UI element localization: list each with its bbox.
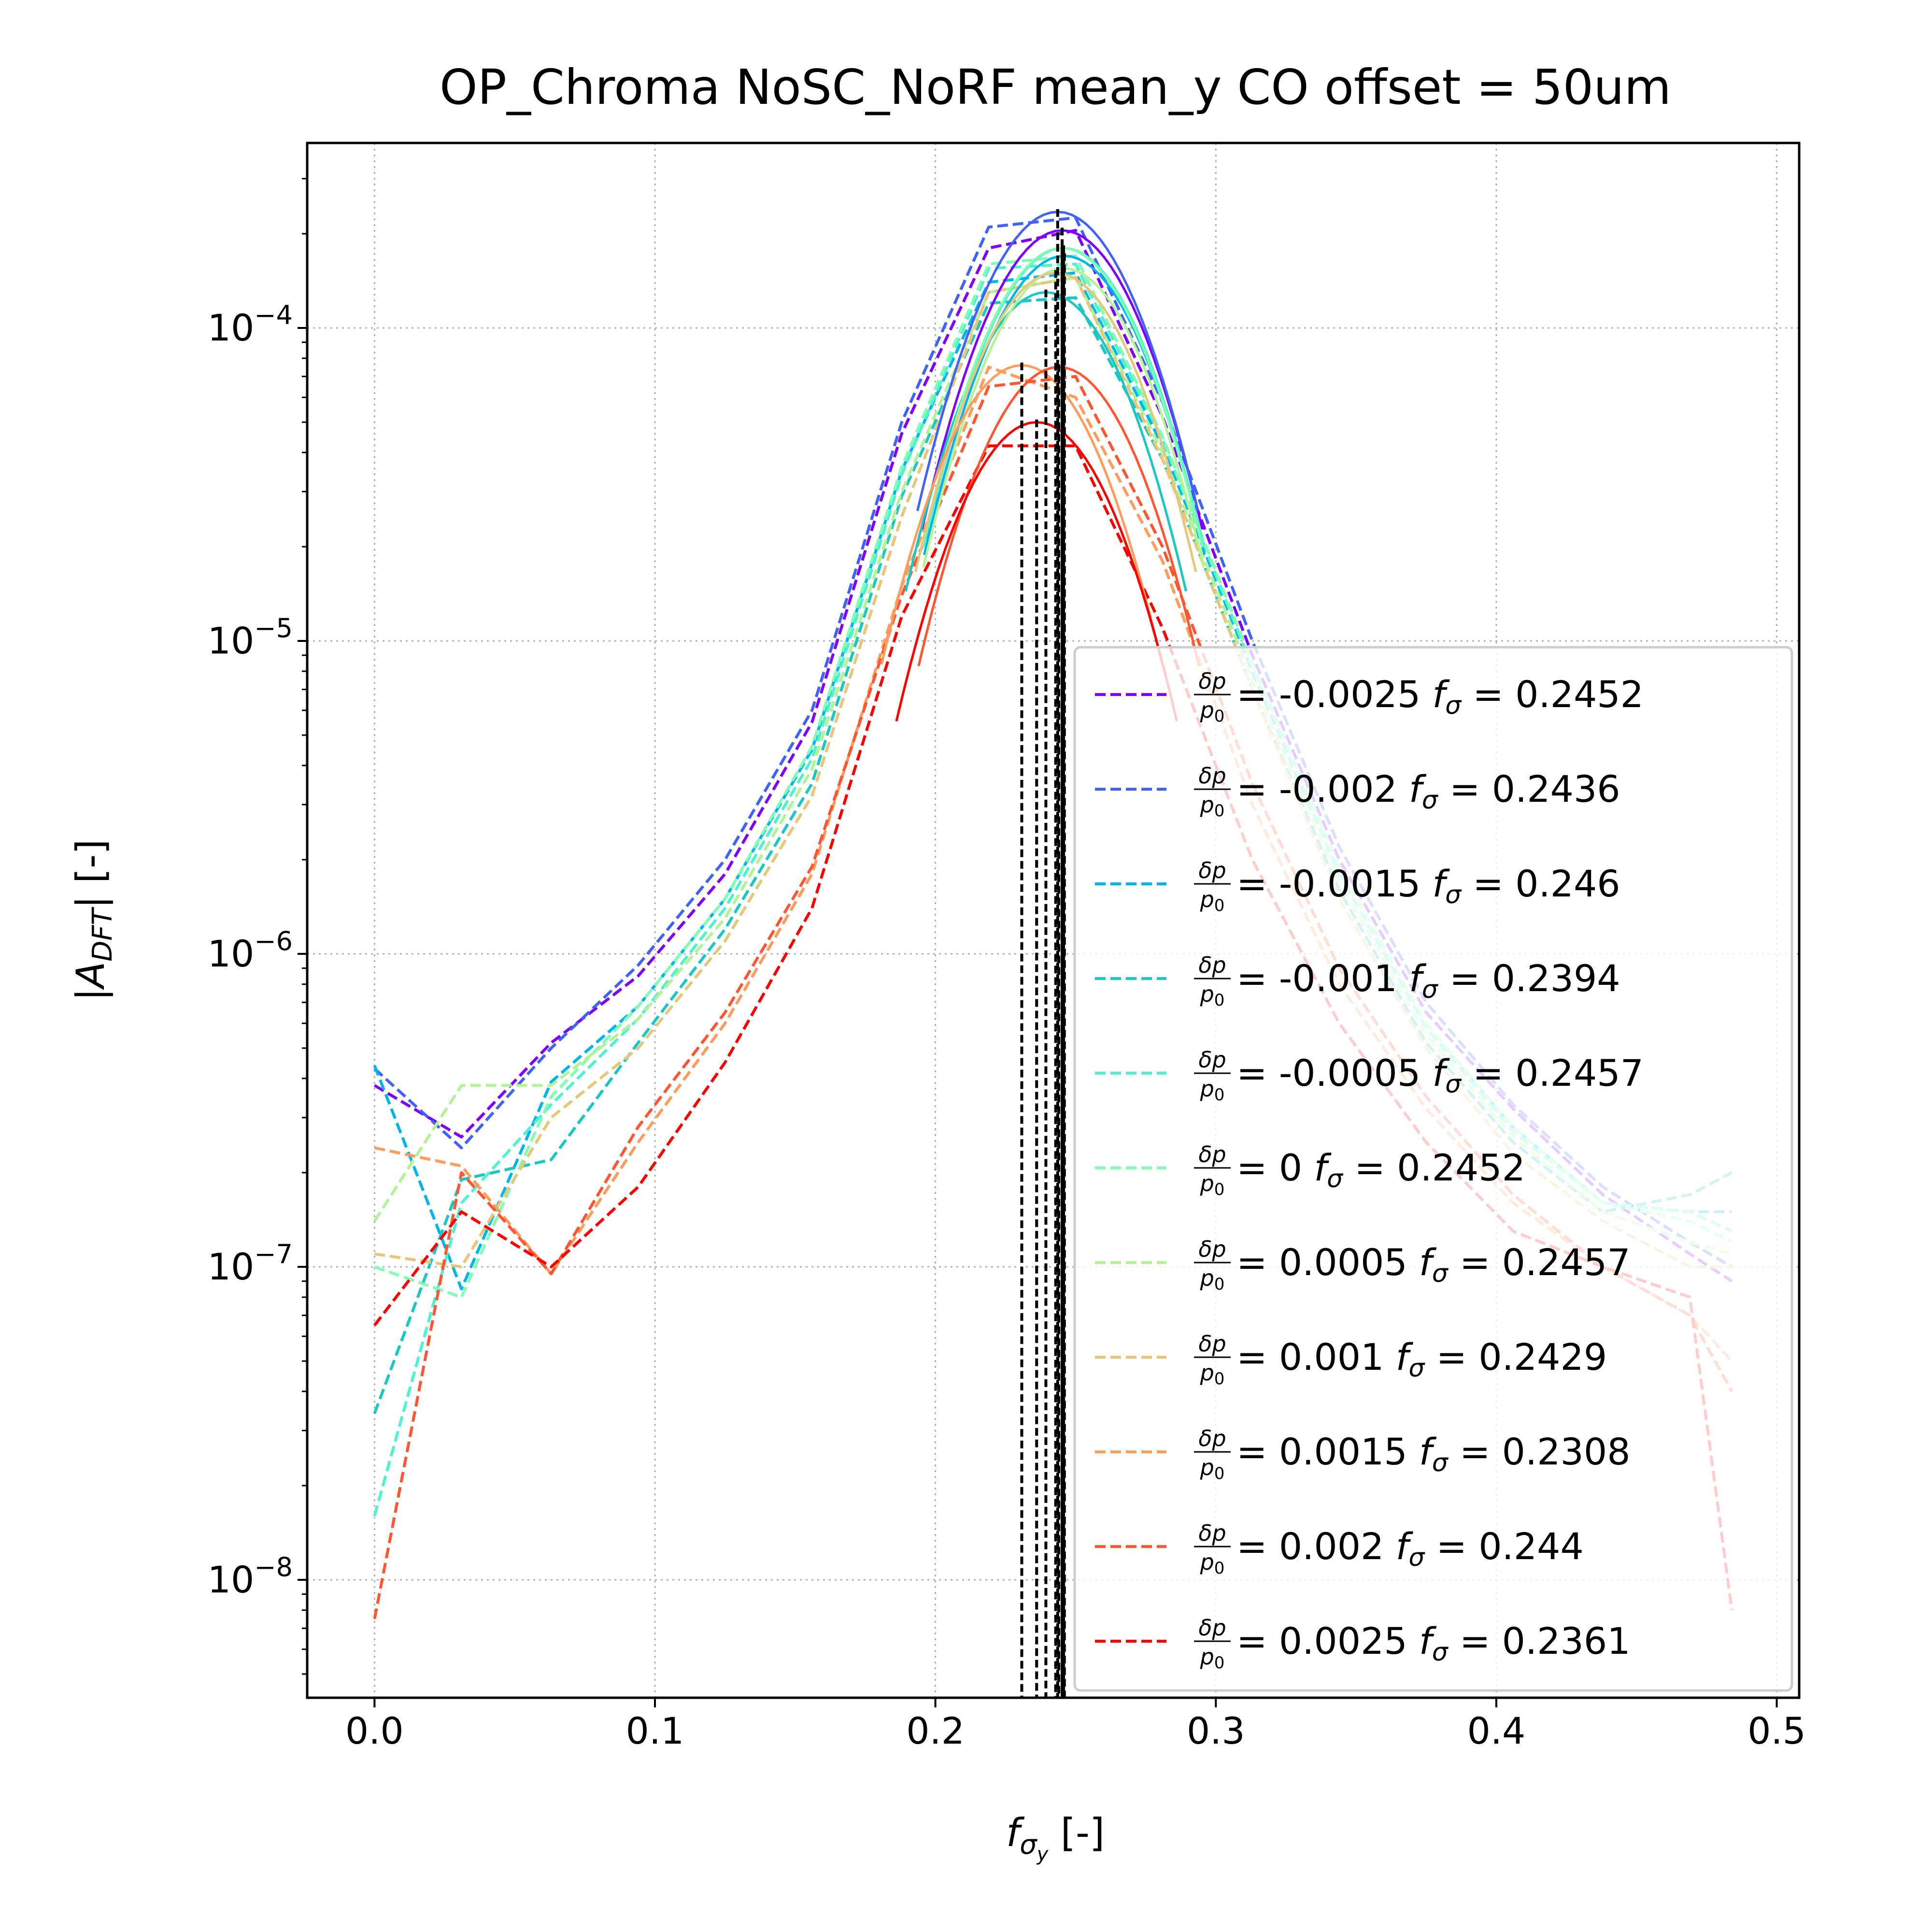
x-tick-label: 0.0 <box>345 1709 404 1752</box>
y-tick-label: 10−6 <box>208 926 293 975</box>
legend-entry-label: = 0 fσ = 0.2452 <box>1236 1146 1525 1193</box>
legend-frac-den: p0 <box>1200 792 1225 821</box>
legend-entry-label: = -0.0005 fσ = 0.2457 <box>1236 1051 1644 1099</box>
legend-frac-num: δp <box>1198 668 1226 694</box>
x-tick-label: 0.1 <box>626 1709 684 1752</box>
series-line <box>373 296 1733 1414</box>
legend-frac-num: δp <box>1198 1615 1226 1641</box>
legend-frac-num: δp <box>1198 763 1226 789</box>
legend-entry-label: = 0.0005 fσ = 0.2457 <box>1236 1241 1631 1288</box>
legend-frac-num: δp <box>1198 1236 1226 1262</box>
x-axis-label: fσy [-] <box>1006 1810 1105 1865</box>
x-axis-ticks: 0.0 0.1 0.2 0.3 0.4 0.5 <box>345 1698 1806 1752</box>
legend-frac-num: δp <box>1198 952 1226 978</box>
x-axis-label-unit: [-] <box>1048 1810 1105 1855</box>
y-tick-label: 10−8 <box>208 1552 293 1601</box>
y-tick-label: 10−4 <box>208 300 293 349</box>
y-tick-label: 10−7 <box>208 1239 293 1288</box>
legend-entry-label: = 0.001 fσ = 0.2429 <box>1236 1335 1607 1383</box>
legend-box <box>1073 646 1793 1692</box>
x-tick-label: 0.5 <box>1747 1709 1806 1752</box>
legend-entry-label: = 0.0015 fσ = 0.2308 <box>1236 1430 1631 1477</box>
plot-frame <box>306 142 1801 1699</box>
legend-frac-num: δp <box>1198 1141 1226 1167</box>
y-axis-label-sub: DFT <box>87 907 118 961</box>
legend-entry-label: = -0.002 fσ = 0.2436 <box>1236 767 1620 815</box>
y-axis-label-unit: | [-] <box>68 839 114 909</box>
legend-frac-num: δp <box>1198 1047 1226 1073</box>
series-line <box>373 262 1733 1517</box>
y-axis-label: |ADFT| [-] <box>68 839 118 1001</box>
legend-frac-num: δp <box>1198 1520 1226 1546</box>
x-axis-label-sub: σ <box>1020 1829 1037 1861</box>
peak-markers <box>880 209 1206 1698</box>
series-line <box>373 271 1732 1291</box>
x-axis-label-subsub: y <box>1037 1843 1049 1865</box>
legend-entry-label: = -0.0015 fσ = 0.246 <box>1236 862 1620 909</box>
legend-frac-num: δp <box>1198 1425 1226 1451</box>
legend-frac-num: δp <box>1198 1331 1226 1357</box>
y-tick-label: 10−5 <box>208 613 293 662</box>
legend-entry-label: = 0.0025 fσ = 0.2361 <box>1236 1619 1631 1667</box>
y-axis-ticks: 10−8 10−7 10−6 10−5 10−4 <box>208 178 307 1675</box>
x-tick-label: 0.2 <box>906 1709 965 1752</box>
y-axis-label-main: |A <box>68 962 114 1001</box>
legend-frac-num: δp <box>1198 857 1226 883</box>
chart-title: OP_Chroma NoSC_NoRF mean_y CO offset = 5… <box>440 59 1671 115</box>
x-tick-label: 0.4 <box>1467 1709 1525 1752</box>
legend-entry-label: = -0.0025 fσ = 0.2452 <box>1236 673 1644 720</box>
x-tick-label: 0.3 <box>1187 1709 1245 1752</box>
